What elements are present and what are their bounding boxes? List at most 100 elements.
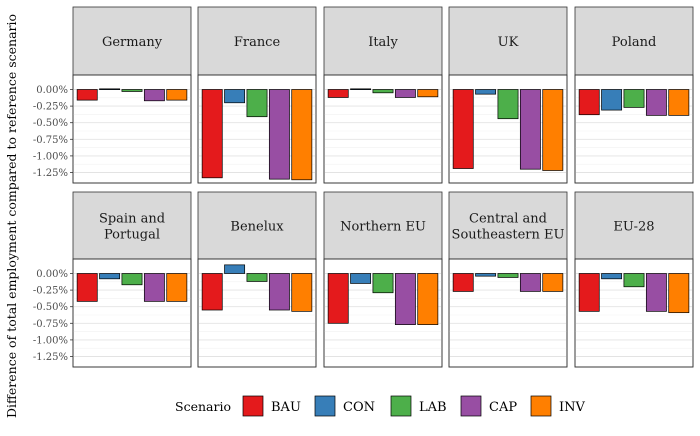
plot-border [72,258,192,368]
y-tick-label: -0.75% [33,135,68,146]
facet-strip [448,191,568,260]
bar-lab [623,89,645,108]
bar-bau [452,273,474,292]
bar-inv [166,89,188,101]
facet-panel: France [197,6,317,184]
facet-panel: Benelux [197,191,317,368]
facet-title: Italy [368,35,398,50]
facet-panel: Italy [323,6,443,184]
bar-cap [143,273,165,302]
bar-con [350,88,372,90]
facet-strip [72,6,192,76]
bar-cap [394,273,416,325]
facet-title: UK [498,35,519,50]
bar-cap [645,89,667,116]
y-tick-label: -0.75% [33,319,68,330]
facet-panel: Central and Southeastern EU [448,191,568,368]
facet-title: Central and Southeastern EU [452,212,565,243]
plot-border [574,74,694,184]
facet-panel: Northern EU [323,191,443,368]
legend-key-inv [530,395,552,417]
legend-key-cap [460,395,482,417]
bar-lab [497,273,519,278]
legend-title: Scenario [175,399,231,414]
legend-label-cap: CAP [489,400,517,415]
facet-panel: Poland [574,6,694,184]
legend-label-bau: BAU [271,400,301,415]
y-tick-label: -0.25% [33,102,68,113]
plot-border [72,74,192,184]
facet-title: France [234,35,281,50]
facet-title: Benelux [230,220,284,235]
facet-title: EU-28 [613,220,654,235]
bar-bau [327,89,349,98]
plot-border [197,74,317,184]
bar-cap [519,89,541,170]
bar-con [99,88,121,90]
facet-strip [197,6,317,76]
bar-inv [542,273,564,292]
y-axis-title: Difference of total employment compared … [4,14,19,418]
legend-key-bau [242,395,264,417]
facet-strip [323,191,443,260]
legend: Scenario BAU CON LAB CAP INV [175,395,586,417]
bar-inv [668,273,690,314]
legend-label-con: CON [343,400,375,415]
plot-border [323,258,443,368]
facet-panel: UK [448,6,568,184]
facet-panel: Spain and Portugal [72,191,192,368]
bar-inv [291,273,313,312]
bar-lab [623,273,645,288]
plot-border [574,258,694,368]
bar-lab [497,89,519,120]
y-tick-label: 0.00% [36,85,68,96]
facet-title: Spain and Portugal [99,212,165,243]
facet-panel: Germany [72,6,192,184]
bar-lab [121,89,143,92]
legend-key-con [314,395,336,417]
bar-bau [578,89,600,116]
y-tick-label: -1.00% [33,151,68,162]
legend-label-lab: LAB [419,400,447,415]
facet-strip [323,6,443,76]
bar-cap [268,273,290,311]
y-tick-label: -1.25% [33,168,68,179]
y-tick-label: -1.25% [33,352,68,363]
bar-cap [143,89,165,102]
plot-border [197,258,317,368]
bar-bau [578,273,600,312]
facet-strip [72,191,192,260]
bar-lab [246,89,268,118]
bar-bau [327,273,349,324]
facet-title: Germany [102,35,163,50]
bar-lab [246,273,268,282]
y-tick-label: -0.50% [33,118,68,129]
bar-inv [417,273,439,325]
bar-con [601,89,623,111]
plot-border [448,74,568,184]
bar-cap [268,89,290,180]
facet-title: Poland [612,35,657,50]
facet-strip [574,6,694,76]
bar-bau [201,89,223,179]
bar-lab [372,273,394,294]
bar-inv [417,89,439,98]
bar-bau [201,273,223,311]
y-tick-label: -0.25% [33,286,68,297]
facet-strip [197,191,317,260]
bar-con [224,264,246,274]
legend-label-inv: INV [559,400,586,415]
bar-con [224,89,246,104]
bar-inv [291,89,313,181]
bar-con [350,273,372,284]
bar-con [475,273,497,277]
bar-bau [452,89,474,169]
legend-key-lab [390,395,412,417]
bar-con [99,273,121,280]
bar-con [601,273,623,280]
bar-lab [372,89,394,94]
facet-strip [448,6,568,76]
y-tick-label: -1.00% [33,335,68,346]
